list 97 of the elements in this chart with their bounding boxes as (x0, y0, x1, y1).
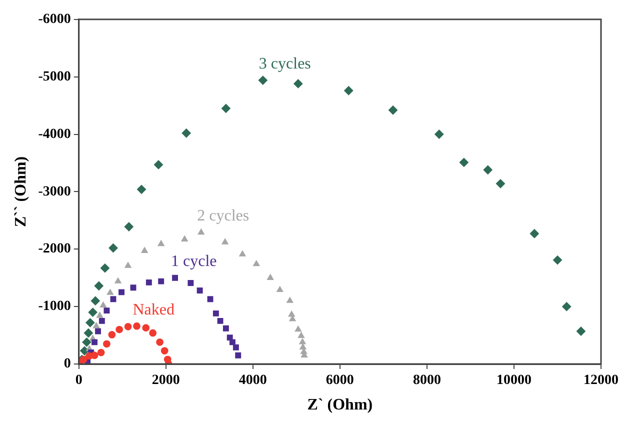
series-label: 1 cycle (171, 253, 217, 270)
x-axis-title: Z` (Ohm) (307, 396, 373, 414)
x-tick-label: 4000 (238, 373, 267, 388)
point (84, 328, 93, 338)
point (154, 160, 163, 170)
point (90, 352, 98, 360)
point (229, 339, 236, 346)
point (459, 158, 468, 167)
point (98, 318, 105, 324)
y-tick-label: -1000 (38, 299, 71, 314)
point (239, 250, 246, 256)
point (158, 278, 164, 284)
point (114, 278, 122, 284)
point (95, 328, 101, 334)
point (100, 302, 106, 308)
point (158, 240, 164, 246)
point (86, 318, 95, 328)
x-tick-label: 2000 (152, 373, 180, 388)
point (160, 347, 168, 354)
point (530, 229, 539, 238)
point (156, 338, 164, 346)
series-label: 2 cycles (197, 208, 250, 225)
series-label: Naked (132, 301, 174, 318)
point (141, 247, 148, 253)
x-tick-label: 10000 (496, 373, 532, 388)
y-tick-label: -5000 (38, 69, 71, 84)
point (108, 243, 118, 252)
point (92, 322, 100, 328)
point (294, 326, 302, 332)
point (434, 130, 444, 139)
y-tick-label: -3000 (38, 184, 71, 200)
point (104, 308, 110, 314)
x-tick-label: 12000 (584, 373, 618, 388)
point (300, 344, 306, 350)
x-tick-label: 6000 (326, 373, 354, 388)
point (235, 352, 242, 358)
y-tick-label: -4000 (38, 126, 71, 142)
point (188, 280, 194, 286)
point (258, 76, 268, 85)
point (286, 297, 294, 303)
point (294, 79, 303, 88)
point (552, 256, 562, 265)
point (106, 289, 114, 295)
point (172, 274, 178, 281)
point (94, 281, 104, 290)
point (289, 316, 296, 322)
point (130, 284, 136, 291)
point (181, 236, 188, 242)
point (221, 104, 230, 113)
point (118, 289, 124, 296)
point (124, 322, 132, 330)
point (116, 326, 124, 334)
point (496, 179, 505, 188)
point (196, 288, 203, 294)
point (222, 238, 228, 244)
point (88, 308, 98, 317)
point (124, 222, 134, 232)
point (82, 338, 92, 347)
point (344, 86, 354, 96)
point (298, 332, 304, 338)
point (207, 296, 214, 302)
point (276, 286, 284, 292)
point (267, 274, 274, 280)
point (388, 106, 398, 115)
point (149, 329, 157, 337)
point (108, 331, 116, 338)
point (142, 324, 150, 332)
point (146, 279, 152, 286)
point (110, 296, 116, 302)
series-label: 3 cycles (258, 55, 311, 72)
point (90, 296, 100, 306)
point (232, 344, 239, 350)
point (253, 260, 260, 266)
point (212, 310, 219, 316)
y-tick-label: -2000 (38, 242, 71, 257)
point (576, 326, 586, 336)
point (299, 338, 306, 344)
point (288, 310, 295, 317)
point (96, 312, 104, 318)
y-axis-title: Z`` (Ohm) (12, 156, 30, 228)
point (92, 339, 98, 346)
point (97, 348, 105, 356)
y-tick-label: 0 (64, 356, 71, 372)
point (124, 262, 132, 268)
point (562, 302, 572, 312)
point (103, 340, 110, 348)
point (100, 264, 110, 273)
point (222, 325, 229, 332)
x-tick-label: 0 (75, 373, 82, 388)
point (182, 128, 191, 138)
point (137, 184, 146, 194)
x-tick-label: 8000 (412, 373, 441, 388)
point (133, 322, 140, 330)
point (198, 228, 204, 235)
y-tick-label: -6000 (38, 12, 71, 28)
point (483, 165, 492, 174)
point (217, 318, 224, 324)
